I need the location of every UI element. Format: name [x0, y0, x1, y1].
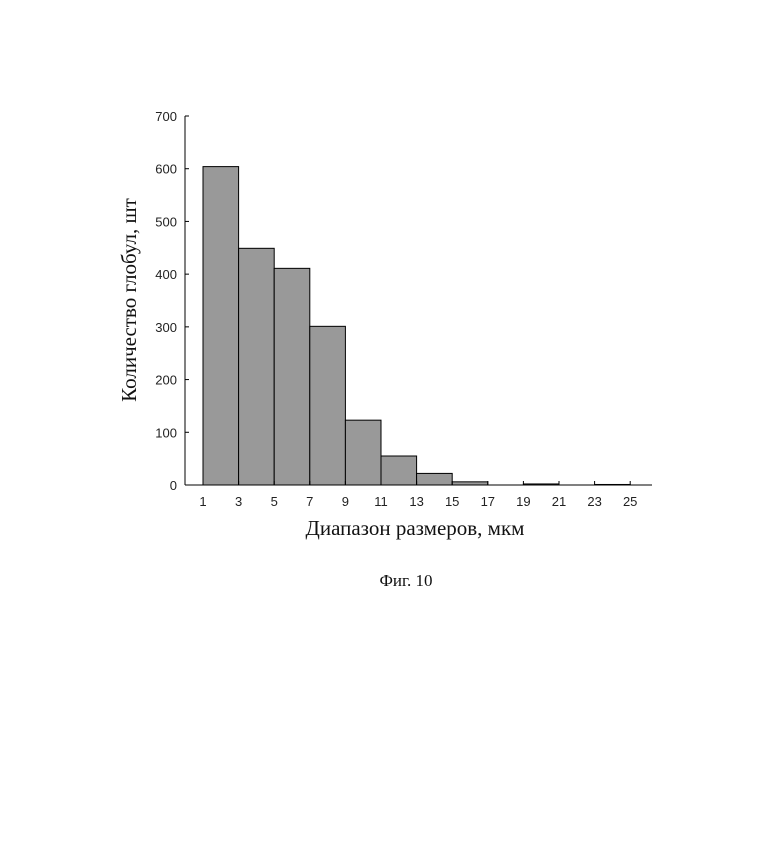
- bar-5-7: [274, 268, 310, 485]
- bars-group: [203, 167, 630, 485]
- x-tick-label: 9: [342, 494, 349, 509]
- y-tick-label: 600: [155, 162, 177, 177]
- bar-7-9: [310, 326, 346, 485]
- y-ticks-group: 0 100 200 300 400 500 600 700: [155, 109, 189, 493]
- x-tick-label: 17: [481, 494, 495, 509]
- x-tick-label: 5: [271, 494, 278, 509]
- x-tick-label: 19: [516, 494, 530, 509]
- bar-11-13: [381, 456, 417, 485]
- y-axis-label: Количество глобул, шт: [117, 198, 141, 402]
- x-tick-label: 13: [409, 494, 423, 509]
- y-tick-label: 0: [170, 478, 177, 493]
- x-tick-label: 25: [623, 494, 637, 509]
- y-tick-label: 500: [155, 214, 177, 229]
- figure-caption: Фиг. 10: [379, 571, 432, 590]
- bar-13-15: [417, 473, 453, 485]
- y-tick-label: 200: [155, 373, 177, 388]
- y-tick-label: 100: [155, 425, 177, 440]
- x-tick-label: 15: [445, 494, 459, 509]
- x-tick-label: 7: [306, 494, 313, 509]
- bar-1-3: [203, 167, 239, 485]
- bar-3-5: [239, 248, 275, 485]
- y-tick-label: 700: [155, 109, 177, 124]
- y-tick-label: 400: [155, 267, 177, 282]
- x-axis-label: Диапазон размеров, мкм: [306, 516, 525, 540]
- y-tick-label: 300: [155, 320, 177, 335]
- x-tick-label: 3: [235, 494, 242, 509]
- x-tick-label: 11: [374, 494, 388, 509]
- bar-9-11: [345, 420, 381, 485]
- x-tick-label: 1: [199, 494, 206, 509]
- x-tick-label: 23: [587, 494, 601, 509]
- x-tick-label: 21: [552, 494, 566, 509]
